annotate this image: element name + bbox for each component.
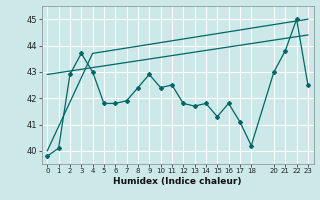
X-axis label: Humidex (Indice chaleur): Humidex (Indice chaleur) [113,177,242,186]
